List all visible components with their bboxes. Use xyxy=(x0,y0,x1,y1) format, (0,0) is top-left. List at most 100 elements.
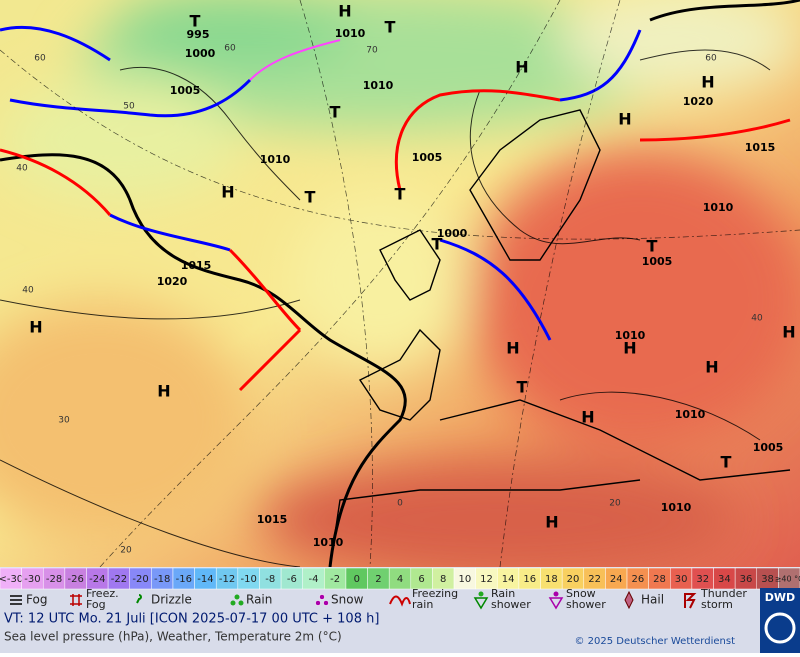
temperature-label: 36 xyxy=(740,574,753,585)
temperature-label: -30 xyxy=(24,574,40,585)
icon xyxy=(319,594,325,600)
temperature-label: -26 xyxy=(68,574,84,585)
isotherm-label: 70 xyxy=(366,46,378,56)
temperature-label: 18 xyxy=(545,574,558,585)
pressure-center: H xyxy=(221,183,234,202)
pressure-center: H xyxy=(506,339,519,358)
weather-legend-label: storm xyxy=(701,598,733,611)
pressure-center: T xyxy=(330,103,341,122)
isobar-label: 1010 xyxy=(615,329,646,342)
temperature-scale: <-30 -30 -28 -26 -24 -22 -20 -18 -16 -14 -12 -10 -8-… xyxy=(0,567,800,590)
isobar-label: 1010 xyxy=(661,501,692,514)
isobar-label: 1010 xyxy=(363,79,394,92)
temperature-label: 6 xyxy=(418,574,424,585)
isotherm-label: 60 xyxy=(705,54,717,64)
pressure-center: H xyxy=(618,110,631,129)
isotherm-label: 40 xyxy=(16,164,28,174)
pressure-center: T xyxy=(305,188,316,207)
icon xyxy=(389,595,411,607)
dwd-logo-text: DWD xyxy=(765,591,795,604)
weather-legend: Fog Freez.Fog Drizzle Rain Snow FreezingrainR… xyxy=(10,587,747,611)
pressure-center: H xyxy=(701,73,714,92)
temperature-label: -20 xyxy=(132,574,148,585)
subtitle: Sea level pressure (hPa), Weather, Tempe… xyxy=(4,630,342,644)
temperature-label: -28 xyxy=(46,574,62,585)
weather-legend-label: Fog xyxy=(86,598,106,611)
isotherm-label: 60 xyxy=(34,54,46,64)
isobar-label: 1010 xyxy=(675,408,706,421)
valid-time: VT: 12 UTC Mo. 21 Juli [ICON 2025-07-17 … xyxy=(4,612,379,627)
temperature-label: -8 xyxy=(265,574,275,585)
icon xyxy=(478,591,484,597)
temperature-label: -22 xyxy=(111,574,127,585)
weather-legend-label: Freezing xyxy=(412,587,458,600)
pressure-center: H xyxy=(623,339,636,358)
isobar-label: 1015 xyxy=(745,141,776,154)
pressure-center: H xyxy=(782,323,795,342)
pressure-center: T xyxy=(190,12,201,31)
temperature-label: 14 xyxy=(502,574,515,585)
copyright: © 2025 Deutscher Wetterdienst xyxy=(574,636,735,647)
weather-legend-label: shower xyxy=(566,598,606,611)
isotherm-label: 0 xyxy=(397,499,403,509)
temperature-label: <-30 xyxy=(0,574,23,585)
icon xyxy=(230,600,236,606)
icon xyxy=(553,591,559,597)
temperature-label: 26 xyxy=(631,574,644,585)
weather-legend-label: Thunder xyxy=(700,587,747,600)
icon xyxy=(548,597,564,610)
pressure-center: T xyxy=(385,18,396,37)
pressure-center: T xyxy=(647,237,658,256)
temperature-label: -14 xyxy=(197,574,213,585)
isotherm-label: 30 xyxy=(58,416,70,426)
icon xyxy=(473,597,489,610)
weather-legend-label: Snow xyxy=(566,587,596,600)
temperature-label: 8 xyxy=(440,574,446,585)
isobar-label: 1010 xyxy=(313,536,344,549)
pressure-center: H xyxy=(581,408,594,427)
isobar-label: 1005 xyxy=(412,151,443,164)
icon xyxy=(136,594,142,604)
icon xyxy=(70,594,82,606)
temperature-label: -6 xyxy=(287,574,297,585)
temperature-label: 20 xyxy=(567,574,580,585)
icon xyxy=(315,600,321,606)
temperature-label: 2 xyxy=(375,574,381,585)
isobar-label: 995 xyxy=(187,28,210,41)
pressure-center: T xyxy=(432,235,443,254)
isobar-label: 1005 xyxy=(642,255,673,268)
isobar-label: 1020 xyxy=(157,275,188,288)
pressure-center: H xyxy=(545,513,558,532)
temperature-label: -24 xyxy=(89,574,105,585)
pressure-center: T xyxy=(721,453,732,472)
temperature-label: 10 xyxy=(458,574,471,585)
icon xyxy=(624,590,634,610)
isobar-label: 1005 xyxy=(753,441,784,454)
isobar-label: 1015 xyxy=(257,513,288,526)
isobar-label: 1000 xyxy=(185,47,216,60)
weather-legend-label: rain xyxy=(412,598,433,611)
temperature-label: -10 xyxy=(240,574,256,585)
isotherm-label: 40 xyxy=(751,314,763,324)
isobar-label: 1020 xyxy=(683,95,714,108)
isobar-label: 1010 xyxy=(260,153,291,166)
temperature-label: 38 xyxy=(761,574,774,585)
temperature-label: 0 xyxy=(354,574,360,585)
weather-legend-label: Freez. xyxy=(86,587,119,600)
weather-legend-label: Rain xyxy=(246,593,272,607)
weather-legend-label: Fog xyxy=(26,593,47,607)
pressure-center: T xyxy=(395,185,406,204)
weather-legend-label: Hail xyxy=(641,593,664,607)
temperature-label: 22 xyxy=(588,574,601,585)
weather-legend-label: Drizzle xyxy=(151,593,192,607)
isobar-label: 1005 xyxy=(170,84,201,97)
isobar-label: 1000 xyxy=(437,227,468,240)
weather-legend-label: Snow xyxy=(331,593,364,607)
temperature-label: 28 xyxy=(653,574,666,585)
weather-legend-label: shower xyxy=(491,598,531,611)
isotherm-label: 20 xyxy=(609,499,621,509)
temperature-label: -12 xyxy=(219,574,235,585)
isobar-label: 1010 xyxy=(335,27,366,40)
